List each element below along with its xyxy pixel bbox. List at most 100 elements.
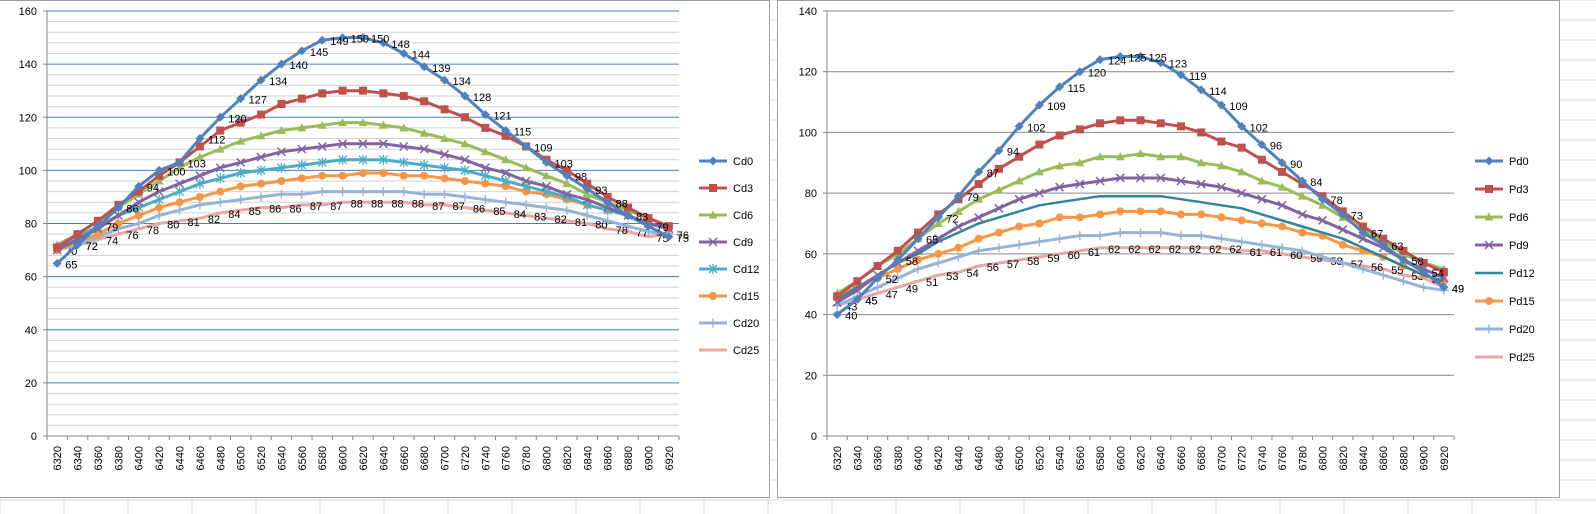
point-Cd9 [174, 179, 185, 189]
data-label-Pd25: 61 [1088, 247, 1100, 259]
data-label-Pd0: 94 [1007, 147, 1019, 159]
point-Cd6 [256, 131, 266, 140]
series-Cd9 [52, 139, 674, 255]
chart-cd[interactable]: 0 20 40 60 80 100 120 140 160 6320 6340 6360 6380 640… [0, 0, 770, 498]
series-Cd3 [53, 86, 673, 252]
legend-item-Pd9: Pd9 [1475, 240, 1529, 252]
data-label-Cd25: 82 [208, 214, 220, 226]
point-Cd12 [440, 162, 450, 173]
point-Cd20 [154, 211, 164, 221]
point-Cd12 [175, 186, 184, 197]
x-tick-label: 6820 [1338, 446, 1350, 470]
data-label-Cd0: 145 [310, 47, 328, 59]
point-Cd0 [480, 110, 490, 120]
point-Cd6 [419, 128, 429, 137]
point-Cd0 [399, 49, 409, 58]
point-Pd9 [953, 222, 963, 232]
point-Cd0 [154, 165, 164, 175]
point-Cd0 [134, 181, 144, 191]
point-Pd6 [1318, 200, 1328, 209]
point-Cd15 [195, 192, 204, 201]
data-label-Pd0: 40 [845, 311, 857, 323]
x-tick-label: 6460 [195, 446, 207, 470]
data-label-Pd0: 73 [1351, 210, 1363, 222]
x-tick-label: 6380 [113, 446, 125, 470]
data-label-Cd0: 148 [391, 39, 409, 51]
data-label-Cd0: 79 [106, 222, 118, 234]
point-Cd15 [114, 219, 123, 228]
point-Pd6 [1034, 167, 1044, 176]
point-Pd20 [1055, 234, 1065, 244]
x-tick-label: 6800 [541, 446, 553, 470]
point-Cd0 [419, 62, 429, 72]
point-Cd0 [541, 157, 551, 167]
point-Pd3 [1156, 119, 1165, 128]
point-Cd6 [501, 155, 511, 164]
point-Pd20 [933, 258, 943, 268]
point-Cd20 [338, 187, 348, 197]
data-label-Cd25: 76 [677, 230, 689, 242]
data-label-Cd25: 74 [106, 235, 118, 247]
x-tick-label: 6380 [893, 446, 905, 470]
point-Pd3 [1278, 167, 1287, 176]
x-tick-label: 6640 [1156, 446, 1168, 470]
point-Pd9 [1196, 179, 1206, 189]
point-Cd12 [276, 162, 286, 173]
point-Pd15 [1136, 207, 1145, 216]
point-Cd20 [480, 195, 490, 205]
legend-item-Pd3: Pd3 [1475, 184, 1529, 196]
data-label-Pd0: 124 [1108, 56, 1126, 68]
point-Pd6 [1055, 161, 1065, 170]
point-Pd6 [1237, 167, 1247, 176]
point-Pd3 [1096, 119, 1105, 128]
legend-item-Cd15: Cd15 [699, 291, 759, 303]
legend-label-Pd0: Pd0 [1509, 156, 1529, 168]
point-Pd0 [832, 310, 842, 320]
point-Pd9 [1277, 200, 1287, 210]
point-Pd6 [1095, 152, 1105, 161]
point-Cd9 [256, 152, 266, 162]
data-label-Pd0: 49 [1452, 283, 1464, 295]
point-Pd9 [1176, 176, 1186, 186]
point-Cd0 [297, 46, 307, 56]
point-Cd15 [501, 182, 510, 191]
data-label-Pd25: 62 [1229, 244, 1241, 256]
legend-marker-Cd12 [708, 264, 718, 274]
data-label-Pd0: 102 [1250, 122, 1268, 134]
point-Pd0 [1055, 82, 1065, 92]
point-Pd3 [1035, 140, 1044, 149]
point-Cd20 [134, 219, 144, 228]
point-Pd9 [1034, 188, 1044, 198]
data-label-Cd25: 78 [147, 225, 159, 237]
chart-pd[interactable]: 0 20 40 60 80 100 120 140 6320 6340 6360 6380 6400 64… [777, 0, 1560, 498]
point-Cd15 [318, 171, 327, 180]
point-Cd9 [378, 139, 388, 149]
x-tick-label: 6800 [1318, 446, 1330, 470]
point-Pd15 [1075, 213, 1084, 222]
x-tick-label: 6860 [1378, 446, 1390, 470]
point-Pd3 [914, 228, 923, 237]
point-Cd6 [378, 120, 388, 129]
data-label-Pd0: 78 [1331, 195, 1343, 207]
x-tick-label: 6600 [338, 446, 350, 470]
data-label-Pd0: 119 [1189, 71, 1207, 83]
series-line-Pd12 [836, 194, 1445, 301]
y-tick-label: 0 [811, 431, 817, 443]
point-Cd6 [562, 179, 572, 188]
point-Cd15 [420, 171, 429, 180]
point-Pd20 [1378, 270, 1388, 280]
data-label-Cd0: 93 [595, 185, 607, 197]
point-Pd9 [913, 246, 923, 256]
point-Cd20 [582, 211, 592, 221]
data-label-Pd0: 52 [886, 274, 898, 286]
y-tick-label: 140 [799, 6, 817, 18]
data-label-Cd25: 82 [554, 214, 566, 226]
point-Pd3 [1399, 246, 1408, 255]
point-Pd3 [873, 262, 882, 270]
data-label-Cd0: 98 [575, 172, 587, 184]
point-Pd15 [893, 265, 902, 274]
point-Cd0 [73, 240, 83, 250]
legend-marker-Pd6 [1484, 212, 1494, 221]
point-Cd12 [297, 160, 307, 171]
point-Pd15 [954, 243, 963, 252]
